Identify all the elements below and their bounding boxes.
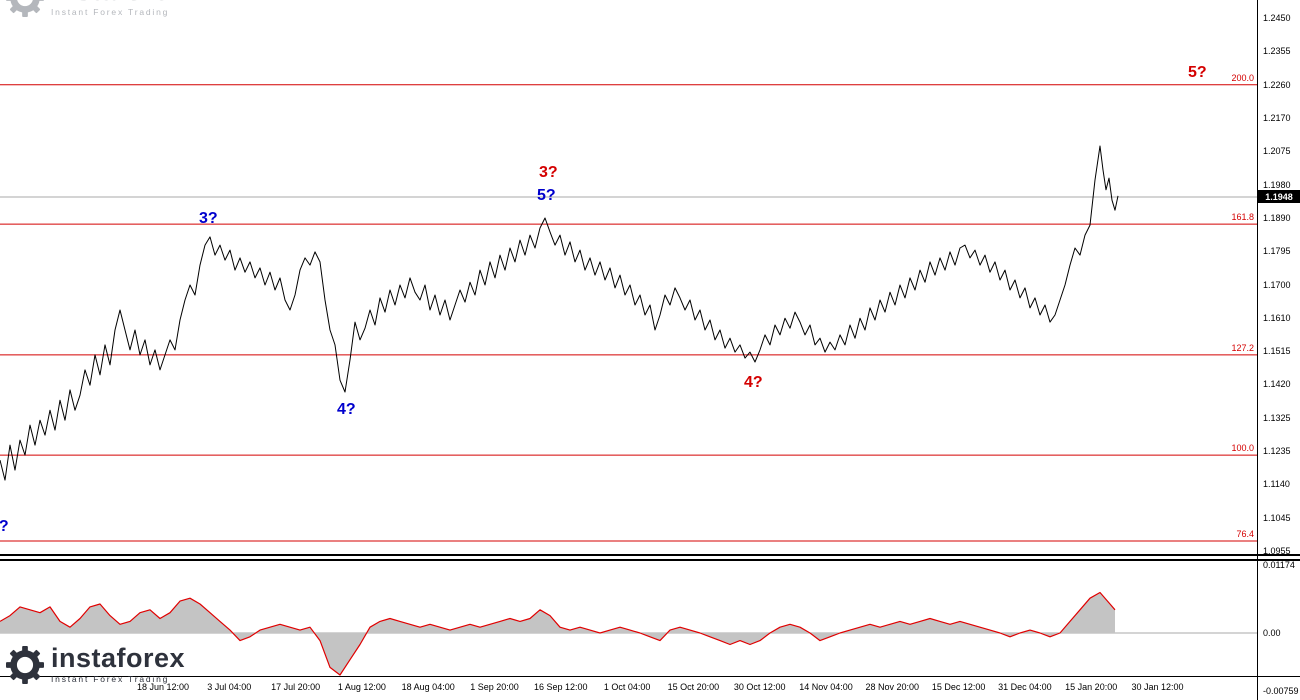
price-chart-canvas[interactable] <box>0 0 1258 556</box>
price-axis-tick: 1.1140 <box>1263 479 1290 490</box>
price-axis-tick: 1.0955 <box>1263 546 1291 556</box>
time-axis-tick: 31 Dec 04:00 <box>998 682 1052 692</box>
price-axis-tick: 1.2450 <box>1263 13 1291 23</box>
price-axis-tick: 1.1515 <box>1263 346 1291 357</box>
time-axis-tick: 18 Jun 12:00 <box>136 682 190 692</box>
current-price-value: 1.1948 <box>1265 191 1293 202</box>
price-axis-tick: 1.1325 <box>1263 412 1291 423</box>
price-axis-tick: 1.1795 <box>1263 246 1291 257</box>
time-axis-tick: 30 Jan 12:00 <box>1131 682 1184 692</box>
oscillator-canvas[interactable] <box>0 562 1258 676</box>
instaforex-logo: instaforex Instant Forex Trading <box>6 645 185 684</box>
watermark-brand-text: instaforex <box>51 0 185 5</box>
price-axis-tick: 1.1045 <box>1263 512 1291 523</box>
price-axis-tick: 1.1980 <box>1263 179 1291 190</box>
time-axis-tick: 15 Dec 12:00 <box>931 682 986 692</box>
time-axis-tick: 17 Jul 20:00 <box>271 682 321 692</box>
current-price-tag: 1.1948 <box>1258 190 1300 204</box>
price-axis-tick: 1.1420 <box>1263 379 1291 390</box>
instaforex-gear-icon <box>6 0 44 17</box>
panel-separator <box>0 554 1300 561</box>
watermark-tagline: Instant Forex Trading <box>51 7 170 17</box>
price-series-line <box>0 145 1119 481</box>
time-axis-tick: 16 Sep 12:00 <box>534 682 588 692</box>
oscillator-bottom-border <box>0 676 1300 677</box>
price-axis-tick: 1.2170 <box>1263 112 1291 123</box>
time-axis-tick: 28 Nov 20:00 <box>865 682 920 692</box>
time-axis-tick: 18 Aug 04:00 <box>401 682 455 692</box>
logo-tagline: Instant Forex Trading <box>51 674 170 684</box>
time-axis-tick: 1 Sep 20:00 <box>470 682 519 692</box>
oscillator-axis-tick: 0.00 <box>1263 628 1281 638</box>
price-axis-tick: 1.1610 <box>1263 312 1291 323</box>
logo-brand-text: instaforex <box>51 643 186 673</box>
price-axis-tick: 1.2355 <box>1263 46 1291 57</box>
time-axis-tick: 30 Oct 12:00 <box>733 682 786 692</box>
oscillator-axis-tick: 0.01174 <box>1263 560 1295 570</box>
time-axis-tick: 1 Aug 12:00 <box>337 682 386 692</box>
time-axis-tick: 3 Jul 04:00 <box>207 682 252 692</box>
time-axis-tick: 1 Oct 04:00 <box>603 682 651 692</box>
oscillator-axis-tick: -0.00759 <box>1263 686 1299 696</box>
price-axis-tick: 1.1890 <box>1263 212 1291 223</box>
instaforex-gear-icon <box>6 645 44 684</box>
price-axis-border <box>1257 0 1258 700</box>
price-axis-tick: 1.2260 <box>1263 79 1291 90</box>
price-axis-tick: 1.1700 <box>1263 279 1291 290</box>
time-axis-tick: 15 Oct 20:00 <box>667 682 720 692</box>
price-axis-tick: 1.2075 <box>1263 146 1291 157</box>
price-axis-tick: 1.1235 <box>1263 446 1291 457</box>
oscillator-signal-line <box>0 591 1116 676</box>
instaforex-watermark: instaforex Instant Forex Trading <box>6 0 185 17</box>
time-axis-tick: 15 Jan 20:00 <box>1065 682 1118 692</box>
time-axis-tick: 14 Nov 04:00 <box>799 682 853 692</box>
